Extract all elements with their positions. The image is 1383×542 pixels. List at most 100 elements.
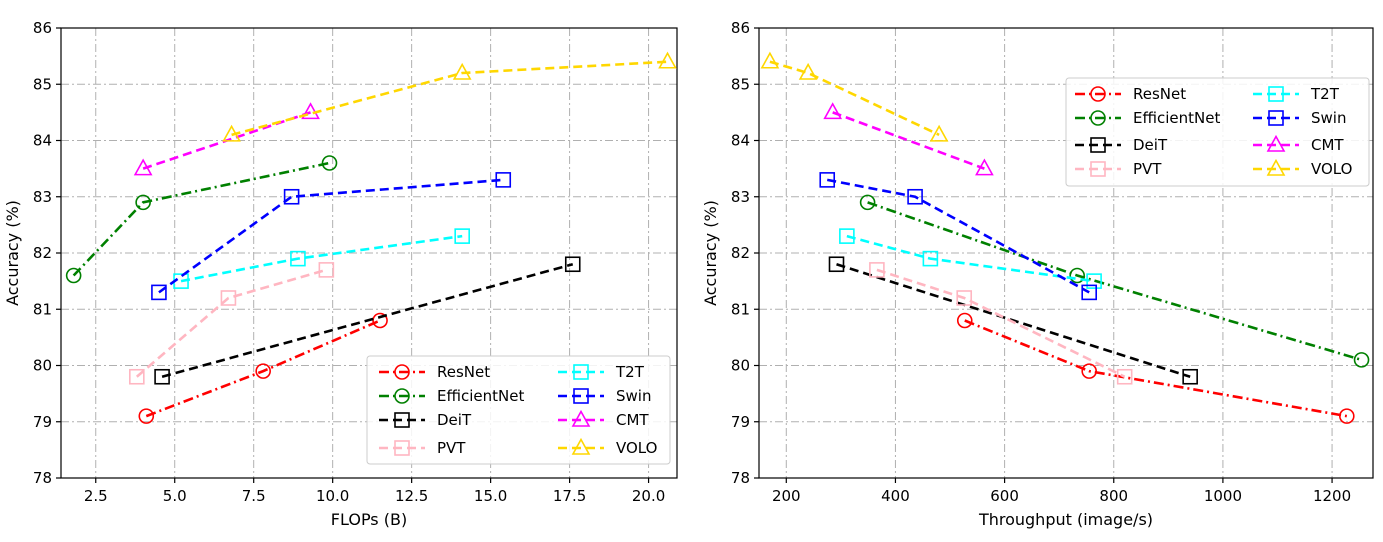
legend-label-swin: Swin xyxy=(616,387,651,405)
y-tick-label: 86 xyxy=(731,19,750,37)
series-cmt xyxy=(133,102,320,176)
x-tick-label: 200 xyxy=(772,487,801,505)
x-tick-label: 15.0 xyxy=(474,487,507,505)
data-point-t2t xyxy=(454,228,470,244)
throughput-accuracy-chart: 78 79 80 81 82 83 84 85 86 200 400 600 800 1000 1200 Th… xyxy=(701,19,1374,529)
legend-marker-efficientnet xyxy=(1090,110,1106,126)
series-efficientnet xyxy=(859,194,1370,368)
legend-entry-cmt: CMT xyxy=(558,409,649,429)
legend-marker-volo xyxy=(571,437,591,455)
y-tick-label: 86 xyxy=(33,19,52,37)
legend-marker-pvt xyxy=(1090,161,1106,177)
data-point-swin xyxy=(283,188,300,205)
data-point-cmt xyxy=(301,102,320,120)
legend-marker-swin xyxy=(1268,110,1284,126)
data-point-swin xyxy=(907,188,923,205)
legend-entry-deit: DeiT xyxy=(379,411,472,429)
series-efficientnet xyxy=(65,155,338,284)
legend-label-swin: Swin xyxy=(1311,109,1346,127)
data-point-cmt xyxy=(975,158,994,176)
legend-marker-t2t xyxy=(573,364,589,380)
data-point-volo xyxy=(222,124,241,142)
data-point-volo xyxy=(452,62,472,80)
y-tick-label: 82 xyxy=(33,244,52,262)
data-point-t2t xyxy=(1086,273,1102,289)
legend-entry-t2t: T2T xyxy=(1253,85,1340,103)
legend-label-efficientnet: EfficientNet xyxy=(437,387,524,405)
legend-entry-resnet: ResNet xyxy=(379,363,490,381)
x-axis-label: FLOPs (B) xyxy=(331,510,407,529)
legend-label-volo: VOLO xyxy=(616,439,657,457)
x-tick-label: 17.5 xyxy=(553,487,586,505)
series-t2t xyxy=(173,228,470,289)
series-resnet xyxy=(138,312,388,424)
data-point-deit xyxy=(154,368,170,385)
legend-label-volo: VOLO xyxy=(1311,160,1352,178)
x-tick-label: 7.5 xyxy=(242,487,266,505)
legend-marker-resnet xyxy=(1090,86,1106,102)
data-point-deit xyxy=(1182,368,1198,385)
series-deit xyxy=(828,256,1198,385)
series-line-t2t xyxy=(846,234,1095,283)
series-line-efficientnet xyxy=(867,201,1362,362)
legend-label-deit: DeiT xyxy=(437,411,472,429)
legend-entry-resnet: ResNet xyxy=(1075,85,1186,103)
data-point-resnet xyxy=(956,312,973,329)
legend-label-efficientnet: EfficientNet xyxy=(1133,109,1220,127)
data-point-t2t xyxy=(290,250,306,267)
y-axis-label: Accuracy (%) xyxy=(701,200,720,306)
legend-marker-deit xyxy=(394,412,410,428)
series-t2t xyxy=(839,228,1102,289)
legend-box xyxy=(366,355,671,465)
legend-marker-deit xyxy=(1090,137,1106,153)
y-tick-label: 85 xyxy=(33,75,52,93)
legend-label-deit: DeiT xyxy=(1133,136,1168,154)
legend-entry-swin: Swin xyxy=(558,387,651,405)
series-line-swin xyxy=(826,178,1090,294)
y-tick-label: 79 xyxy=(731,413,750,431)
y-tick-label: 80 xyxy=(731,357,750,375)
y-tick-label: 78 xyxy=(731,469,750,487)
series-line-t2t xyxy=(180,234,463,283)
legend-entry-volo: VOLO xyxy=(558,437,657,457)
legend-entry-t2t: T2T xyxy=(558,363,645,381)
data-point-volo xyxy=(760,51,780,69)
data-point-t2t xyxy=(922,250,939,267)
data-point-efficientnet xyxy=(65,267,82,284)
data-point-volo xyxy=(658,51,677,69)
series-swin xyxy=(151,172,512,301)
data-point-resnet xyxy=(138,408,155,424)
legend-entry-swin: Swin xyxy=(1253,109,1346,127)
series-cmt xyxy=(823,102,994,176)
y-tick-label: 82 xyxy=(731,244,750,262)
legend-marker-t2t xyxy=(1268,86,1284,102)
series-line-resnet xyxy=(145,319,381,418)
legend-label-pvt: PVT xyxy=(437,439,466,457)
x-tick-label: 400 xyxy=(881,487,910,505)
data-point-resnet xyxy=(372,312,388,329)
legend-marker-volo xyxy=(1266,158,1286,176)
series-deit xyxy=(154,256,581,385)
y-tick-label: 83 xyxy=(731,188,750,206)
legend-entry-cmt: CMT xyxy=(1253,134,1344,154)
y-tick-label: 78 xyxy=(33,469,52,487)
data-point-swin xyxy=(495,172,512,188)
legend-label-resnet: ResNet xyxy=(1133,85,1186,103)
y-tick-label: 79 xyxy=(33,413,52,431)
x-tick-label: 1200 xyxy=(1313,487,1351,505)
y-tick-label: 84 xyxy=(33,132,52,150)
data-point-cmt xyxy=(133,158,153,176)
data-point-resnet xyxy=(1081,363,1097,379)
data-point-volo xyxy=(929,124,949,142)
data-point-efficientnet xyxy=(1069,267,1085,284)
legend-marker-pvt xyxy=(394,440,410,456)
data-point-cmt xyxy=(823,102,843,120)
y-tick-label: 80 xyxy=(33,357,52,375)
series-pvt xyxy=(129,262,335,385)
series-volo xyxy=(222,51,677,142)
legend-entry-pvt: PVT xyxy=(379,439,466,457)
data-point-t2t xyxy=(839,228,855,244)
series-line-resnet xyxy=(964,319,1348,418)
legend-entry-deit: DeiT xyxy=(1075,136,1168,154)
